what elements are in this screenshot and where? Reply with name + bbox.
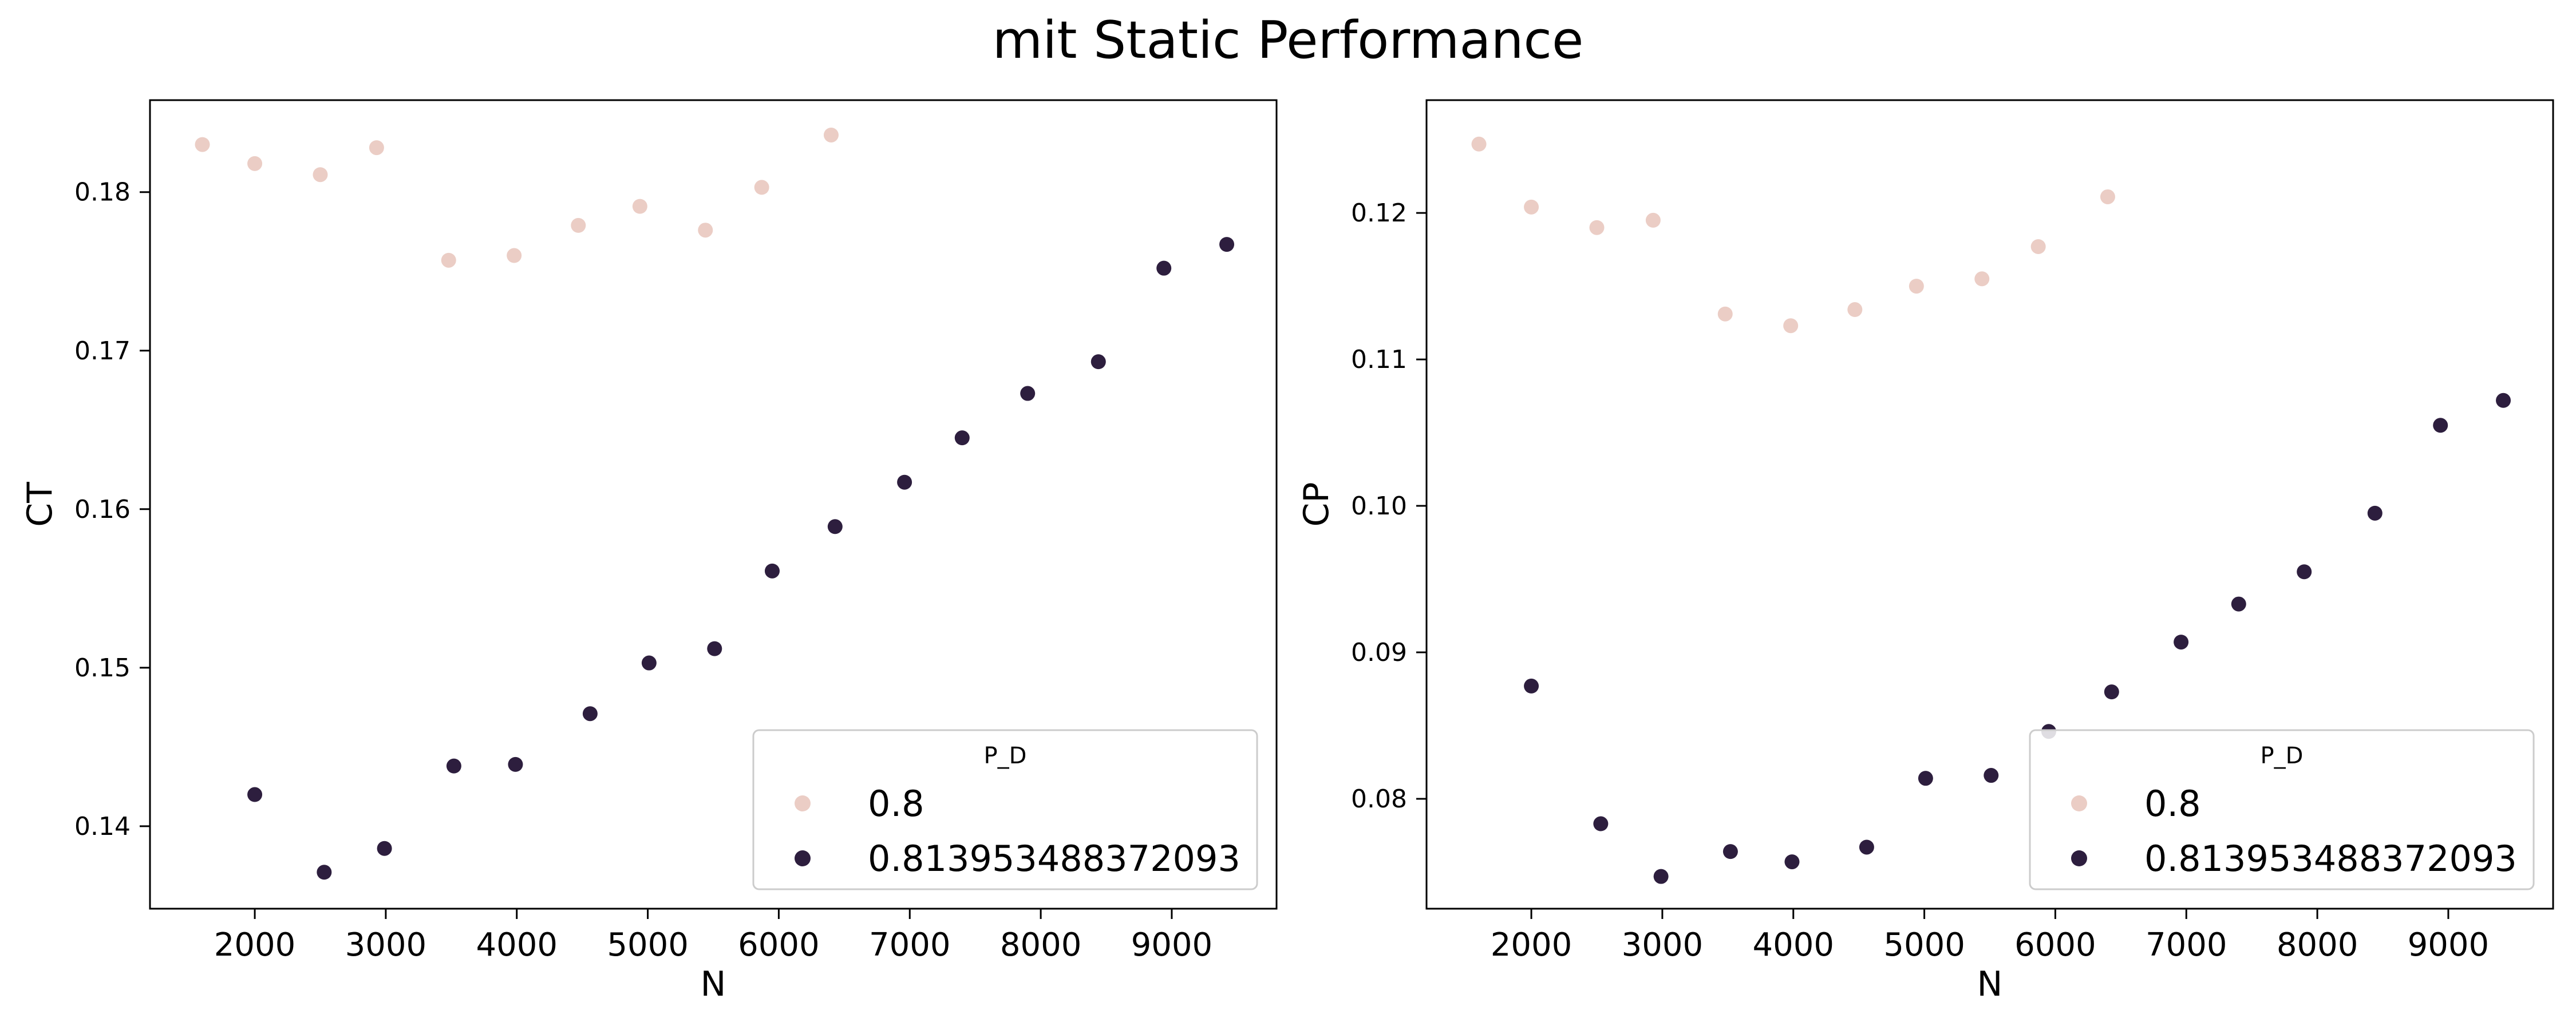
panel-1-series-2-point (1219, 237, 1235, 252)
panel-2-legend-marker-2 (2071, 850, 2087, 866)
panel-2-series-1-point (1909, 279, 1924, 294)
panel-1-series-2-point (764, 563, 780, 579)
panel-1-legend-marker-2 (795, 850, 811, 866)
panel-2-series-1-point (1524, 199, 1539, 215)
panel-1-x-tick-label: 3000 (345, 926, 427, 964)
panel-2-y-axis-label: CP (1297, 482, 1337, 526)
figure-title: mit Static Performance (992, 10, 1584, 70)
panel-1-y-tick-label: 0.18 (74, 178, 131, 207)
panel-2-legend-label-1: 0.8 (2144, 783, 2201, 825)
panel-2-legend-marker-1 (2071, 795, 2087, 811)
panel-1-x-tick-label: 8000 (1000, 926, 1082, 964)
panel-1-series-1-point (571, 217, 586, 233)
panel-2-series-1-point (1717, 306, 1733, 322)
panel-1-series-2-point (827, 519, 843, 534)
panel-2-series-1-point (2030, 239, 2046, 254)
panel-2-series-1-point (1847, 302, 1863, 318)
panel-2-series-2-point (1784, 854, 1800, 870)
panel-2-y-tick-label: 0.10 (1351, 492, 1407, 521)
panel-2-x-axis-label: N (1977, 964, 2003, 1004)
panel-2-series-1-point (1471, 136, 1487, 152)
panel-1-y-tick-label: 0.17 (74, 336, 131, 366)
panel-1-series-2-point (1156, 260, 1172, 276)
panel-1-series-1-point (754, 180, 769, 195)
panel-2-series-2-point (1653, 869, 1669, 884)
panel-1-series-2-point (247, 787, 263, 802)
panel-2-series-2-point (1524, 678, 1539, 694)
panel-1-y-tick-label: 0.16 (74, 495, 131, 524)
panel-2-x-tick-label: 8000 (2277, 926, 2358, 964)
panel-2-y-tick-label: 0.09 (1351, 638, 1407, 667)
panel-1-x-axis-label: N (701, 964, 726, 1004)
panel-1-legend-label-1: 0.8 (868, 783, 924, 825)
panel-2-y-tick-label: 0.11 (1351, 345, 1407, 374)
panel-2-series-2-point (1722, 844, 1738, 859)
panel-2-x-tick-label: 9000 (2408, 926, 2490, 964)
panel-2-legend-title: P_D (2261, 743, 2304, 769)
panel-1-x-tick-label: 7000 (869, 926, 951, 964)
panel-1-series-1-point (369, 140, 384, 156)
panel-2-legend-label-2: 0.813953488372093 (2144, 838, 2517, 880)
panel-2-series-2-point (2297, 564, 2312, 580)
panel-1-series-2-point (317, 865, 332, 880)
panel-2-series-2-point (1984, 768, 1999, 783)
panel-1-legend-box (752, 729, 1258, 890)
panel-1-series-1-point (247, 156, 263, 171)
panel-1-series-1-point (823, 127, 839, 142)
panel-1-legend-label-2: 0.813953488372093 (868, 838, 1240, 880)
panel-1-series-2-point (582, 706, 598, 722)
panel-1-series-2-point (446, 758, 461, 774)
panel-1-legend-marker-1 (795, 795, 811, 811)
panel-2-series-1-point (1783, 318, 1799, 334)
panel-1-legend-title: P_D (984, 743, 1027, 769)
panel-1-x-tick-label: 5000 (607, 926, 689, 964)
panel-1-series-1-point (507, 248, 522, 263)
panel-2-series-2-point (2231, 596, 2246, 612)
panel-1-series-2-point (1020, 386, 1036, 401)
panel-1-series-1-point (632, 199, 647, 214)
panel-2-series-1-point (1589, 220, 1605, 235)
panel-2-series-2-point (2433, 418, 2448, 433)
panel-1-series-2-point (954, 430, 970, 446)
panel-2-series-1-point (1645, 212, 1661, 228)
panel-1-series-2-point (508, 756, 523, 772)
panel-2-series-2-point (1593, 816, 1609, 831)
panel-2-x-tick-label: 7000 (2146, 926, 2227, 964)
panel-2-axes-frame (1425, 99, 2554, 910)
panel-1-series-2-point (897, 474, 912, 490)
panel-2-x-tick-label: 6000 (2014, 926, 2096, 964)
panel-2-series-2-point (2104, 684, 2119, 700)
panel-1-series-2-point (641, 655, 657, 671)
panel-2-y-tick-label: 0.12 (1351, 199, 1407, 228)
panel-1-series-1-point (313, 167, 328, 183)
panel-2-x-tick-label: 5000 (1883, 926, 1965, 964)
panel-1-y-axis-label: CT (20, 482, 60, 527)
panel-1-x-tick-label: 9000 (1131, 926, 1213, 964)
panel-2-x-tick-label: 3000 (1622, 926, 1704, 964)
panel-1-x-tick-label: 2000 (214, 926, 296, 964)
panel-1-series-1-point (195, 137, 210, 152)
panel-2-series-1-point (1974, 271, 1990, 287)
panel-2-series-2-point (2367, 505, 2383, 521)
panel-1-y-tick-label: 0.15 (74, 653, 131, 683)
panel-1-series-2-point (377, 841, 392, 856)
panel-1-series-2-point (1091, 354, 1106, 370)
panel-1-y-tick-label: 0.14 (74, 812, 131, 841)
panel-2-series-2-point (2496, 393, 2511, 408)
panel-1-axes-frame (149, 99, 1278, 910)
panel-2-x-tick-label: 4000 (1752, 926, 1834, 964)
panel-1-series-2-point (707, 641, 722, 656)
panel-1-x-tick-label: 6000 (738, 926, 820, 964)
panel-2-series-2-point (1859, 839, 1874, 855)
panel-2-y-tick-label: 0.08 (1351, 785, 1407, 814)
panel-2-series-1-point (2100, 189, 2115, 204)
panel-2-series-2-point (1918, 771, 1933, 786)
panel-1-series-1-point (441, 252, 456, 268)
panel-2-legend-box (2029, 729, 2535, 890)
panel-1-series-1-point (698, 223, 713, 238)
panel-1-x-tick-label: 4000 (476, 926, 558, 964)
panel-2-series-2-point (2174, 635, 2189, 650)
panel-2-x-tick-label: 2000 (1491, 926, 1573, 964)
